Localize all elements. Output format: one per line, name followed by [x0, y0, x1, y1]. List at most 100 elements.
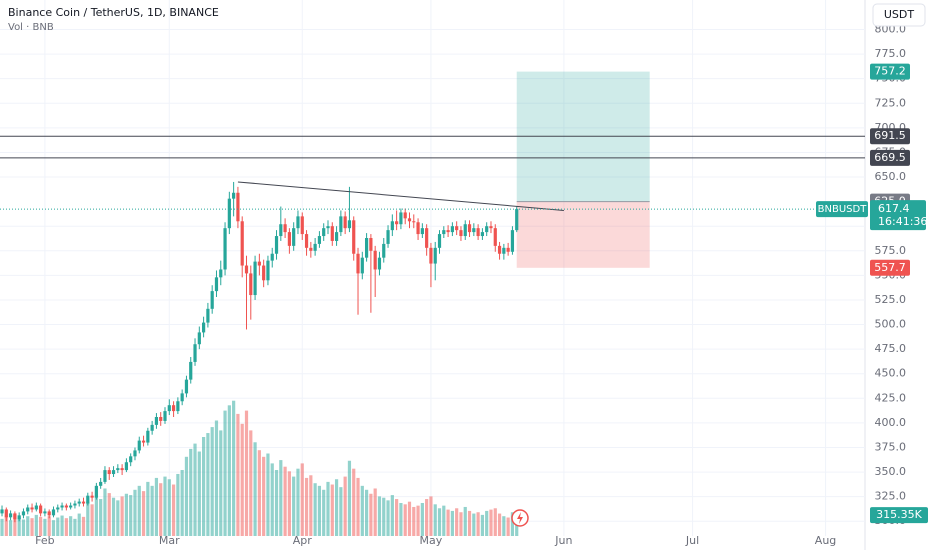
- candle-body: [425, 228, 429, 248]
- volume-bar: [330, 484, 334, 536]
- candle-body: [107, 470, 111, 475]
- volume-bar: [103, 488, 107, 536]
- y-tick-label: 725.0: [875, 96, 907, 109]
- candle-body: [386, 230, 390, 244]
- candle-body: [154, 416, 159, 425]
- chart-title: Binance Coin / TetherUS, 1D, BINANCE: [8, 6, 219, 19]
- volume-bar: [184, 456, 189, 536]
- volume-bar: [459, 512, 463, 536]
- volume-bar: [334, 479, 339, 536]
- volume-bar: [60, 515, 64, 536]
- candle-body: [34, 505, 38, 510]
- volume-bar: [416, 505, 420, 536]
- target-label: 757.2: [874, 65, 906, 78]
- candle-body: [26, 507, 30, 512]
- volume-bar: [120, 496, 124, 536]
- currency-button[interactable]: [872, 3, 926, 27]
- candle-body: [476, 228, 480, 237]
- volume-bar: [214, 420, 219, 536]
- volume-bar: [399, 503, 403, 536]
- candle-body: [141, 440, 146, 443]
- candle-body: [214, 277, 219, 292]
- volume-bar: [124, 493, 129, 536]
- volume-bar: [262, 456, 266, 536]
- volume-bar: [193, 443, 197, 536]
- candle-body: [485, 226, 489, 233]
- candle-body: [47, 511, 51, 516]
- volume-bar: [347, 460, 352, 536]
- candle-body: [403, 212, 407, 219]
- volume-bar: [446, 509, 450, 536]
- candle-body: [197, 332, 201, 345]
- volume-bar: [99, 499, 103, 536]
- candle-body: [364, 238, 369, 258]
- volume-bar: [506, 517, 510, 536]
- volume-bar: [352, 468, 356, 536]
- volume-bar: [425, 499, 429, 536]
- candle-body: [249, 273, 253, 296]
- volume-bar: [146, 481, 150, 536]
- candle-body: [322, 228, 326, 237]
- candle-body: [497, 245, 502, 254]
- candle-body: [506, 247, 510, 252]
- y-tick-label: 400.0: [875, 416, 907, 429]
- symbol-label: BNBUSDT: [818, 204, 868, 215]
- volume-bar: [150, 485, 154, 536]
- candle-body: [73, 503, 77, 506]
- volume-bar: [279, 460, 283, 536]
- y-tick-label: 525.0: [875, 293, 907, 306]
- candle-body: [77, 501, 81, 504]
- volume-bar: [167, 479, 171, 536]
- currency-label[interactable]: USDT: [884, 8, 915, 21]
- volume-bar: [129, 495, 133, 536]
- y-tick-label: 450.0: [875, 367, 907, 380]
- stop-zone: [516, 201, 650, 268]
- volume-bar: [171, 484, 176, 536]
- candle-body: [274, 236, 279, 254]
- last-price-label: 617.4: [878, 202, 910, 215]
- volume-bar: [360, 485, 364, 536]
- candle-body: [283, 224, 287, 233]
- x-tick-label: Jul: [685, 534, 699, 547]
- volume-bar: [159, 483, 163, 536]
- candle-body: [227, 198, 231, 229]
- candle-body: [206, 308, 210, 323]
- volume-bar: [395, 499, 399, 536]
- volume-bar: [373, 488, 377, 536]
- volume-bar: [407, 501, 412, 536]
- candle-body: [326, 226, 330, 229]
- volume-bar: [292, 476, 296, 536]
- candle-body: [171, 405, 176, 412]
- y-tick-label: 425.0: [875, 391, 907, 404]
- volume-bar: [283, 466, 287, 536]
- candle-body: [407, 218, 412, 222]
- volume-bar: [420, 503, 424, 536]
- candle-body: [111, 470, 116, 475]
- volume-bar: [137, 485, 141, 536]
- candle-body: [266, 260, 270, 281]
- candle-body: [116, 468, 120, 471]
- volume-bar: [4, 515, 8, 536]
- candle-body: [159, 416, 163, 421]
- candle-body: [382, 243, 386, 258]
- candle-body: [133, 450, 137, 457]
- candle-body: [13, 513, 17, 520]
- volume-bar: [364, 489, 369, 536]
- candle-body: [450, 226, 454, 233]
- candle-body: [412, 221, 416, 223]
- candle-body: [257, 261, 261, 266]
- volume-bar: [206, 433, 210, 536]
- target-tag: [870, 63, 910, 80]
- candle-body: [8, 513, 13, 518]
- candle-body: [304, 234, 309, 248]
- candle-body: [17, 515, 21, 520]
- candle-body: [493, 228, 497, 246]
- candle-body: [210, 291, 214, 309]
- volume-bar: [141, 491, 146, 536]
- volume-bar: [240, 423, 244, 536]
- volume-bar: [0, 518, 4, 536]
- volume-bar: [232, 400, 236, 536]
- volume-bar: [69, 516, 73, 536]
- volume-bar: [502, 516, 506, 536]
